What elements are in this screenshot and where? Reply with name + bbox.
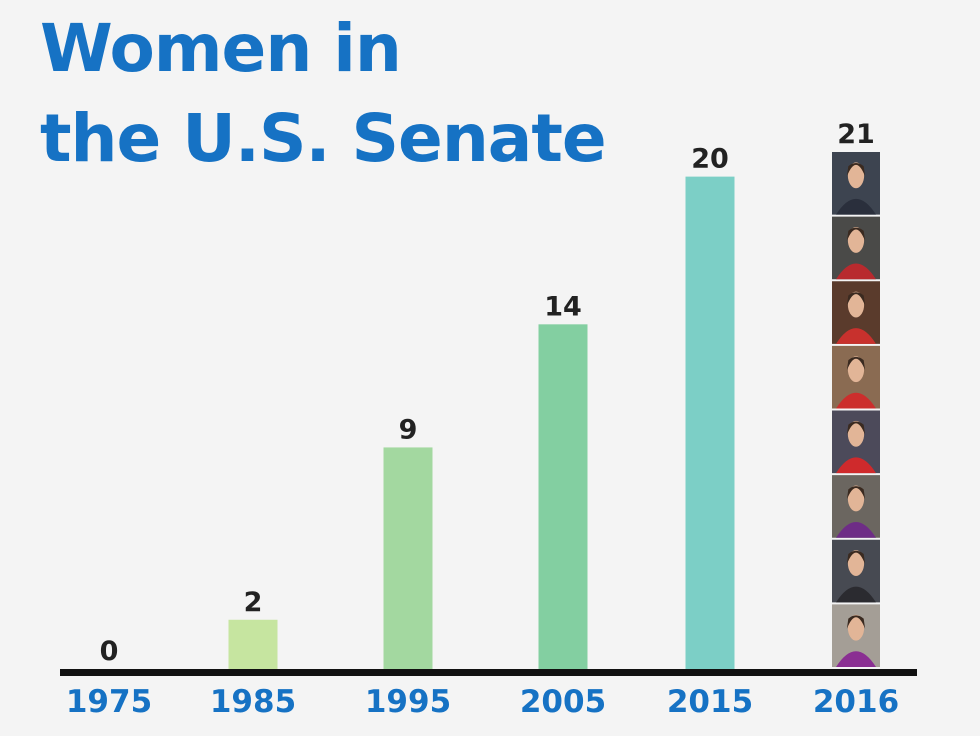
bar-1995 <box>383 447 433 669</box>
x-tick-label-1985: 1985 <box>210 684 296 720</box>
portrait-face <box>847 356 865 383</box>
chart-title-line-1: Women in <box>40 10 402 87</box>
senator-portrait-icon <box>832 539 880 603</box>
x-tick-label-2016: 2016 <box>813 684 899 720</box>
portrait-hair <box>846 162 866 177</box>
senator-portrait-icon <box>832 604 880 667</box>
x-tick-label-1975: 1975 <box>66 684 152 720</box>
portrait-face <box>847 291 865 318</box>
portrait-face <box>847 614 865 641</box>
senator-portrait-icon <box>832 345 880 409</box>
portrait-clothing <box>836 651 876 667</box>
data-label-2015: 20 <box>691 144 729 175</box>
bar-2015 <box>685 176 735 669</box>
x-tick-label-1995: 1995 <box>365 684 451 720</box>
portrait-clothing <box>836 198 876 215</box>
portrait-hair <box>846 615 866 629</box>
data-label-2016: 21 <box>837 119 875 150</box>
data-label-2005: 14 <box>544 291 582 322</box>
senator-portrait-icon <box>832 475 880 538</box>
senator-portrait-icon <box>832 152 880 215</box>
portrait-hair <box>846 227 866 242</box>
senator-portrait-icon <box>832 281 880 344</box>
portrait-clothing <box>836 263 876 280</box>
x-tick-label-2015: 2015 <box>667 684 753 720</box>
bar-1985 <box>228 619 278 669</box>
portrait-clothing <box>836 521 876 538</box>
portrait-hair <box>846 486 866 500</box>
portrait-clothing <box>836 392 876 409</box>
portrait-clothing <box>836 328 876 344</box>
portrait-face <box>847 550 865 576</box>
senator-portrait-icon <box>832 216 880 280</box>
data-label-1975: 0 <box>100 636 119 667</box>
portrait-face <box>847 162 865 189</box>
bar-2005 <box>538 324 588 669</box>
x-tick-label-2005: 2005 <box>520 684 606 720</box>
x-axis-line <box>60 669 917 676</box>
portrait-face <box>847 226 865 253</box>
chart-title-line-2: the U.S. Senate <box>40 100 607 177</box>
data-label-1995: 9 <box>399 414 418 445</box>
portrait-hair <box>846 292 866 306</box>
data-label-1985: 2 <box>244 587 263 618</box>
portrait-hair <box>846 550 866 565</box>
portrait-face <box>847 485 865 512</box>
portrait-hair <box>846 356 866 371</box>
senator-portrait-icon <box>832 410 880 474</box>
portrait-clothing <box>836 457 876 474</box>
bar-2016 <box>832 152 880 667</box>
portrait-clothing <box>836 586 876 603</box>
portrait-face <box>847 420 865 447</box>
portrait-hair <box>846 421 866 436</box>
